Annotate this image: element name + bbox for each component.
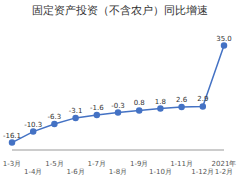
html-text:固定资产投资（不含农户）同比增速: 固定资产投资（不含农户）同比增速 xyxy=(32,4,208,17)
svg-text:-16.1: -16.1 xyxy=(8,132,21,140)
svg-text:1-12月: 1-12月 xyxy=(191,168,214,176)
svg-text:2021年: 2021年 xyxy=(212,160,232,168)
svg-text:2.9: 2.9 xyxy=(197,95,208,103)
svg-text:2.6: 2.6 xyxy=(176,96,188,104)
svg-text:1-2月: 1-2月 xyxy=(215,168,232,176)
svg-text:1-7月: 1-7月 xyxy=(88,160,106,168)
svg-text:-3.1: -3.1 xyxy=(69,107,83,115)
svg-text:1.8: 1.8 xyxy=(155,98,166,106)
svg-text:35.0: 35.0 xyxy=(216,35,232,43)
svg-text:1-10月: 1-10月 xyxy=(149,168,172,176)
svg-text:1-5月: 1-5月 xyxy=(45,160,63,168)
svg-text:-6.3: -6.3 xyxy=(48,113,62,121)
svg-text:-0.3: -0.3 xyxy=(111,102,125,110)
svg-text:1-6月: 1-6月 xyxy=(66,168,84,176)
svg-text:1-9月: 1-9月 xyxy=(130,160,148,168)
svg-text:1-11月: 1-11月 xyxy=(170,160,193,168)
svg-text:-10.3: -10.3 xyxy=(24,121,42,129)
svg-text:-1.6: -1.6 xyxy=(90,104,104,112)
svg-text:1-3月: 1-3月 xyxy=(8,160,21,168)
svg-text:0.8: 0.8 xyxy=(134,99,145,107)
svg-text:1-4月: 1-4月 xyxy=(24,168,42,176)
svg-text:1-8月: 1-8月 xyxy=(109,168,127,176)
